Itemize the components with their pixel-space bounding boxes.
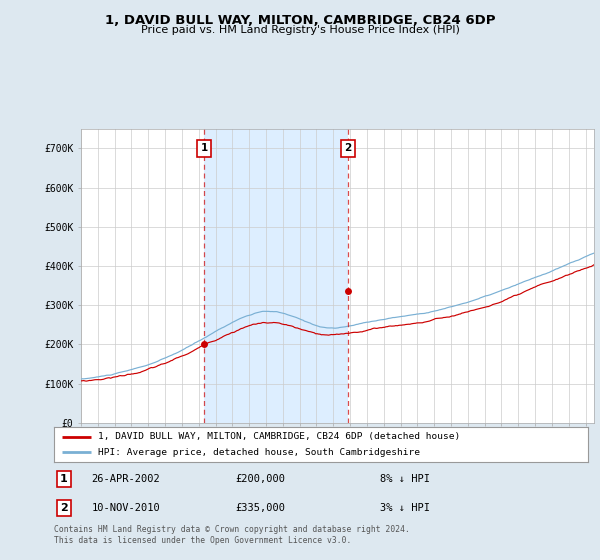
Text: Contains HM Land Registry data © Crown copyright and database right 2024.
This d: Contains HM Land Registry data © Crown c… — [54, 525, 410, 545]
Text: 1, DAVID BULL WAY, MILTON, CAMBRIDGE, CB24 6DP: 1, DAVID BULL WAY, MILTON, CAMBRIDGE, CB… — [105, 14, 495, 27]
Text: 8% ↓ HPI: 8% ↓ HPI — [380, 474, 430, 484]
Text: HPI: Average price, detached house, South Cambridgeshire: HPI: Average price, detached house, Sout… — [98, 447, 420, 456]
Bar — [204, 129, 348, 423]
Text: 2: 2 — [344, 143, 352, 153]
Text: £335,000: £335,000 — [236, 503, 286, 514]
Text: 3% ↓ HPI: 3% ↓ HPI — [380, 503, 430, 514]
Text: 1: 1 — [200, 143, 208, 153]
Text: 26-APR-2002: 26-APR-2002 — [91, 474, 160, 484]
Text: Price paid vs. HM Land Registry's House Price Index (HPI): Price paid vs. HM Land Registry's House … — [140, 25, 460, 35]
Text: £200,000: £200,000 — [236, 474, 286, 484]
Text: 2: 2 — [60, 503, 67, 514]
Text: 1, DAVID BULL WAY, MILTON, CAMBRIDGE, CB24 6DP (detached house): 1, DAVID BULL WAY, MILTON, CAMBRIDGE, CB… — [98, 432, 460, 441]
Text: 10-NOV-2010: 10-NOV-2010 — [91, 503, 160, 514]
Text: 1: 1 — [60, 474, 67, 484]
